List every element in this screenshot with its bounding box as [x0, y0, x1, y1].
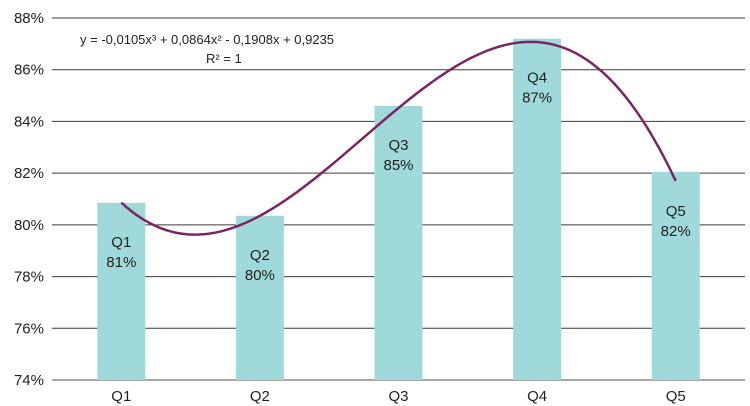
x-tick-label: Q2 [250, 388, 270, 405]
bar-label-name: Q2 [250, 247, 270, 264]
y-tick-label: 82% [14, 165, 44, 182]
bar-label-value: 82% [661, 223, 691, 240]
y-tick-label: 78% [14, 269, 44, 286]
bar [651, 171, 700, 380]
bar-label-name: Q5 [666, 203, 686, 220]
trendline-equation: y = -0,0105x³ + 0,0864x² - 0,1908x + 0,9… [80, 32, 334, 47]
y-axis-ticks: 74% 76% 78% 80% 82% 84% 86% 88% [14, 10, 44, 389]
bar-label-value: 85% [383, 157, 413, 174]
y-tick-label: 80% [14, 217, 44, 234]
bar [513, 38, 562, 380]
x-axis-ticks: Q1 Q2 Q3 Q4 Q5 [111, 388, 685, 405]
bars [97, 38, 700, 381]
bar-label-name: Q1 [111, 234, 131, 251]
y-tick-label: 76% [14, 320, 44, 337]
y-tick-label: 74% [14, 372, 44, 389]
bar [97, 202, 146, 380]
x-tick-label: Q3 [388, 388, 408, 405]
x-tick-label: Q1 [111, 388, 131, 405]
bar-label-value: 81% [106, 254, 136, 271]
trendline-r-squared: R² = 1 [206, 51, 242, 66]
x-tick-label: Q5 [666, 388, 686, 405]
bar-label-value: 87% [522, 90, 552, 107]
bar [235, 215, 284, 380]
y-tick-label: 88% [14, 10, 44, 27]
bar-label-name: Q4 [527, 70, 547, 87]
bar-label-value: 80% [245, 267, 275, 284]
x-tick-label: Q4 [527, 388, 547, 405]
bar-labels: Q1 81% Q2 80% Q3 85% Q4 87% Q5 82% [106, 70, 690, 284]
y-tick-label: 84% [14, 113, 44, 130]
trendline [120, 40, 677, 236]
bar [374, 105, 423, 381]
bar-label-name: Q3 [388, 137, 408, 154]
y-tick-label: 86% [14, 62, 44, 79]
